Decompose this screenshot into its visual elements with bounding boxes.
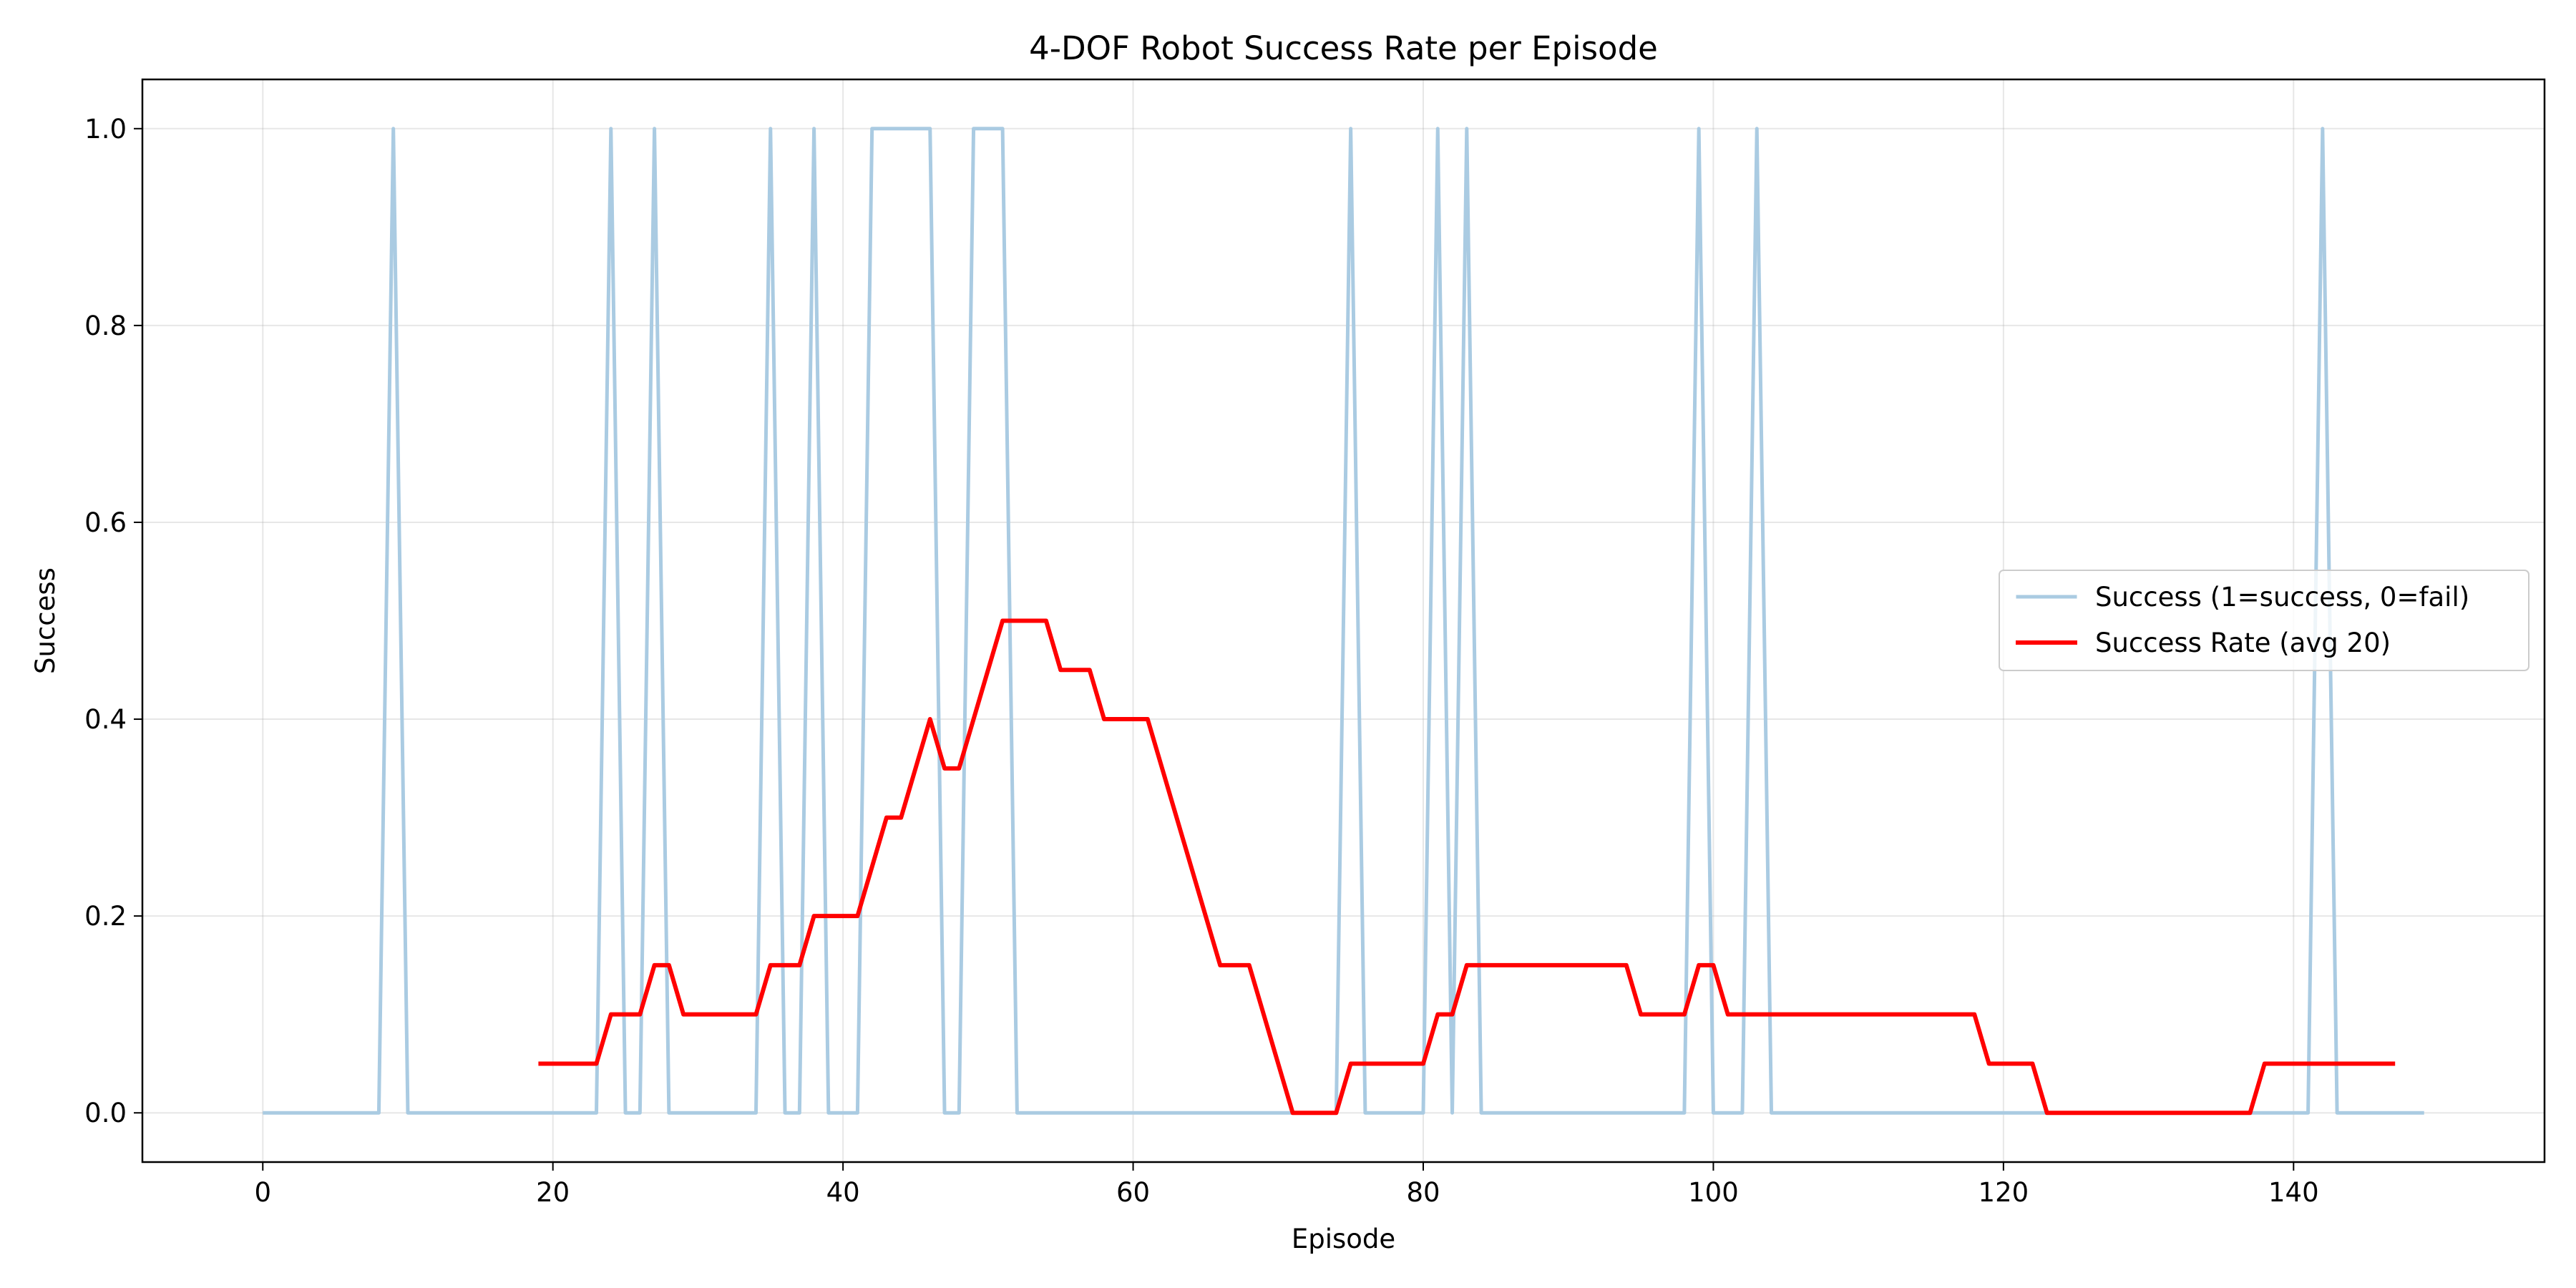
axis-ticks: 0 20 40 60 80 100 120 140 0.0 0.2 0.4 0.6 0.8 1.0 [84,114,2318,1208]
x-tick-label: 100 [1688,1177,1739,1208]
x-axis-title: Episode [1292,1224,1395,1254]
x-tick-label: 120 [1979,1177,2029,1208]
legend-label-success: Success (1=success, 0=fail) [2095,582,2469,613]
y-tick-label: 1.0 [84,114,127,145]
x-tick-label: 20 [536,1177,570,1208]
series-line-success-rate [538,618,2396,1116]
chart-title: 4-DOF Robot Success Rate per Episode [1029,29,1658,67]
x-tick-label: 140 [2268,1177,2319,1208]
legend-box [1999,570,2529,671]
y-tick-label: 0.8 [84,311,127,341]
x-tick-label: 60 [1116,1177,1150,1208]
y-axis-title: Success [30,567,61,674]
legend-label-success-rate: Success Rate (avg 20) [2095,628,2391,658]
x-tick-label: 40 [826,1177,860,1208]
plot-area-frame [141,78,2546,1163]
y-tick-label: 0.2 [84,901,127,932]
x-tick-label: 80 [1406,1177,1440,1208]
y-tick-label: 0.4 [84,704,127,735]
y-tick-label: 0.6 [84,507,127,538]
legend: Success (1=success, 0=fail) Success Rate… [1999,570,2529,671]
x-tick-label: 0 [254,1177,271,1208]
plot-series [263,127,2424,1116]
y-tick-label: 0.0 [84,1098,127,1128]
